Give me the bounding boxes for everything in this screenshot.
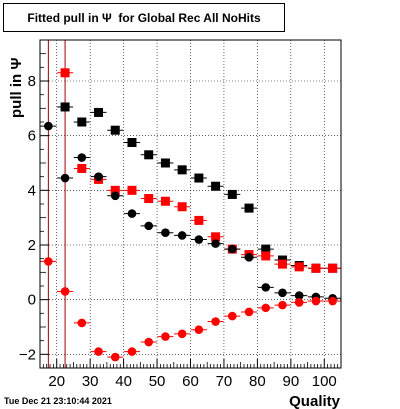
circle-point xyxy=(144,221,153,231)
square-point xyxy=(194,215,204,225)
circle-point xyxy=(228,311,237,321)
y-tick-label: 8 xyxy=(28,73,36,90)
x-tick-label: 70 xyxy=(216,373,233,390)
square-point xyxy=(227,189,237,199)
circle-point xyxy=(244,307,254,317)
circle-point xyxy=(244,252,254,262)
data-marks xyxy=(40,68,341,362)
square-point xyxy=(60,68,70,78)
x-tick-label: 100 xyxy=(312,373,337,390)
axis-ticks: 20 30 40 50 60 70 80 90 100 −2 0 2 4 6 8 xyxy=(19,39,342,390)
square-point xyxy=(60,102,70,112)
circle-point xyxy=(211,239,220,248)
x-axis-label: Quality xyxy=(289,393,341,409)
square-point xyxy=(194,173,204,183)
x-tick-label: 20 xyxy=(48,373,65,390)
circle-point xyxy=(328,296,337,306)
square-point xyxy=(244,203,254,213)
square-point xyxy=(211,181,221,191)
square-point xyxy=(294,262,304,272)
circle-point xyxy=(211,317,220,326)
square-point xyxy=(160,158,170,168)
y-tick-label: 6 xyxy=(28,128,36,145)
circle-point xyxy=(278,300,287,310)
y-tick-label: 0 xyxy=(28,292,36,309)
y-tick-label: 4 xyxy=(28,182,36,199)
x-tick-label: 90 xyxy=(282,373,299,390)
square-point xyxy=(328,263,338,273)
square-point xyxy=(261,251,271,261)
circle-point xyxy=(144,337,153,347)
circle-point xyxy=(110,352,120,362)
circle-point xyxy=(161,228,170,237)
square-point xyxy=(77,163,87,173)
circle-point xyxy=(177,231,187,240)
square-point xyxy=(277,259,287,269)
circle-point xyxy=(177,329,187,339)
circle-point xyxy=(311,296,321,306)
x-tick-label: 60 xyxy=(182,373,199,390)
circle-point xyxy=(44,121,53,131)
circle-point xyxy=(94,172,103,181)
square-point xyxy=(261,244,271,254)
square-point xyxy=(211,232,221,242)
circle-point xyxy=(60,287,70,296)
square-point xyxy=(77,117,87,127)
square-point xyxy=(177,202,187,212)
circle-point xyxy=(77,153,87,162)
circle-point xyxy=(294,298,304,307)
square-point xyxy=(110,185,120,195)
circle-point xyxy=(77,318,87,328)
title-box: Fitted pull in Ψ for Global Rec All NoHi… xyxy=(3,3,285,32)
circle-point xyxy=(228,244,237,254)
y-axis-label: pull in Ψ xyxy=(8,58,25,118)
timestamp: Tue Dec 21 23:10:44 2021 xyxy=(4,396,112,406)
circle-point xyxy=(261,283,271,292)
circle-point xyxy=(294,291,304,300)
square-point xyxy=(144,150,154,160)
x-tick-label: 80 xyxy=(249,373,266,390)
circle-point xyxy=(194,235,204,244)
vertical-lines xyxy=(47,40,66,368)
circle-point xyxy=(261,303,271,313)
square-point xyxy=(127,138,137,147)
y-tick-label: 2 xyxy=(28,237,36,254)
square-point xyxy=(110,125,120,135)
x-tick-label: 30 xyxy=(82,373,99,390)
y-tick-label: −2 xyxy=(19,346,36,363)
grid xyxy=(40,40,341,368)
x-tick-label: 50 xyxy=(149,373,166,390)
circle-point xyxy=(60,173,70,183)
square-point xyxy=(127,185,137,195)
square-point xyxy=(94,107,104,117)
square-point xyxy=(177,165,187,175)
circle-point xyxy=(194,325,204,335)
x-tick-label: 40 xyxy=(115,373,132,390)
plot-frame xyxy=(39,39,342,369)
circle-point xyxy=(161,332,170,341)
circle-point xyxy=(127,209,137,218)
square-point xyxy=(144,194,154,204)
square-point xyxy=(311,263,321,273)
circle-point xyxy=(44,257,53,266)
chart-title: Fitted pull in Ψ for Global Rec All NoHi… xyxy=(27,11,261,25)
circle-point xyxy=(94,347,103,356)
circle-point xyxy=(110,191,120,201)
square-point xyxy=(160,196,170,206)
circle-point xyxy=(127,347,137,356)
circle-point xyxy=(278,288,287,298)
